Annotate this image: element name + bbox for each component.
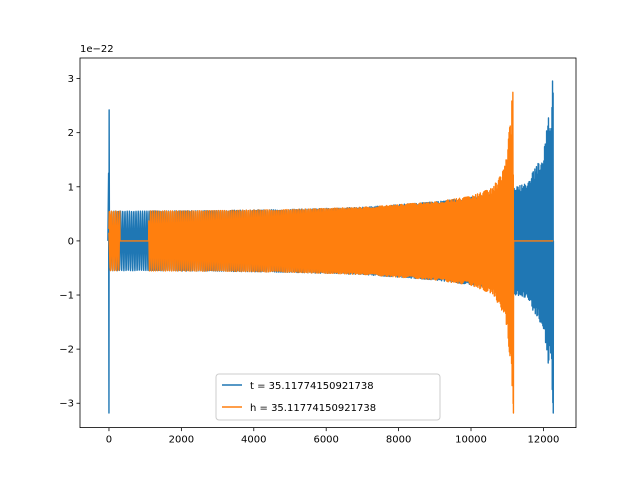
y-tick-label: 3: [68, 74, 74, 85]
x-tick-label: 12000: [528, 435, 560, 446]
plot-area: [107, 80, 555, 414]
y-tick-label: 1: [68, 182, 74, 193]
x-tick-label: 8000: [386, 435, 411, 446]
x-tick-label: 10000: [455, 435, 487, 446]
series-line-h: [108, 91, 554, 414]
x-tick-label: 4000: [241, 435, 266, 446]
y-tick-label: −1: [59, 291, 74, 302]
axes-frame: [79, 57, 577, 429]
x-tick-label: 0: [106, 435, 112, 446]
y-axis-scale-label: 1e−22: [80, 44, 114, 55]
y-tick-label: −2: [59, 345, 74, 356]
x-tick-label: 2000: [169, 435, 194, 446]
y-tick-label: 0: [68, 236, 74, 247]
y-tick-label: 2: [68, 128, 74, 139]
legend: t = 35.11774150921738 h = 35.11774150921…: [215, 373, 441, 421]
legend-label-t: t = 35.11774150921738: [250, 381, 374, 392]
x-axis: 0 2000 4000 6000 8000 10000 12000: [106, 427, 560, 446]
legend-box: [215, 373, 441, 421]
series-layer: [107, 80, 555, 414]
y-axis: −3 −2 −1 0 1 2 3: [59, 74, 80, 410]
y-tick-label: −3: [59, 399, 74, 410]
x-tick-label: 6000: [313, 435, 338, 446]
legend-label-h: h = 35.11774150921738: [250, 403, 376, 414]
